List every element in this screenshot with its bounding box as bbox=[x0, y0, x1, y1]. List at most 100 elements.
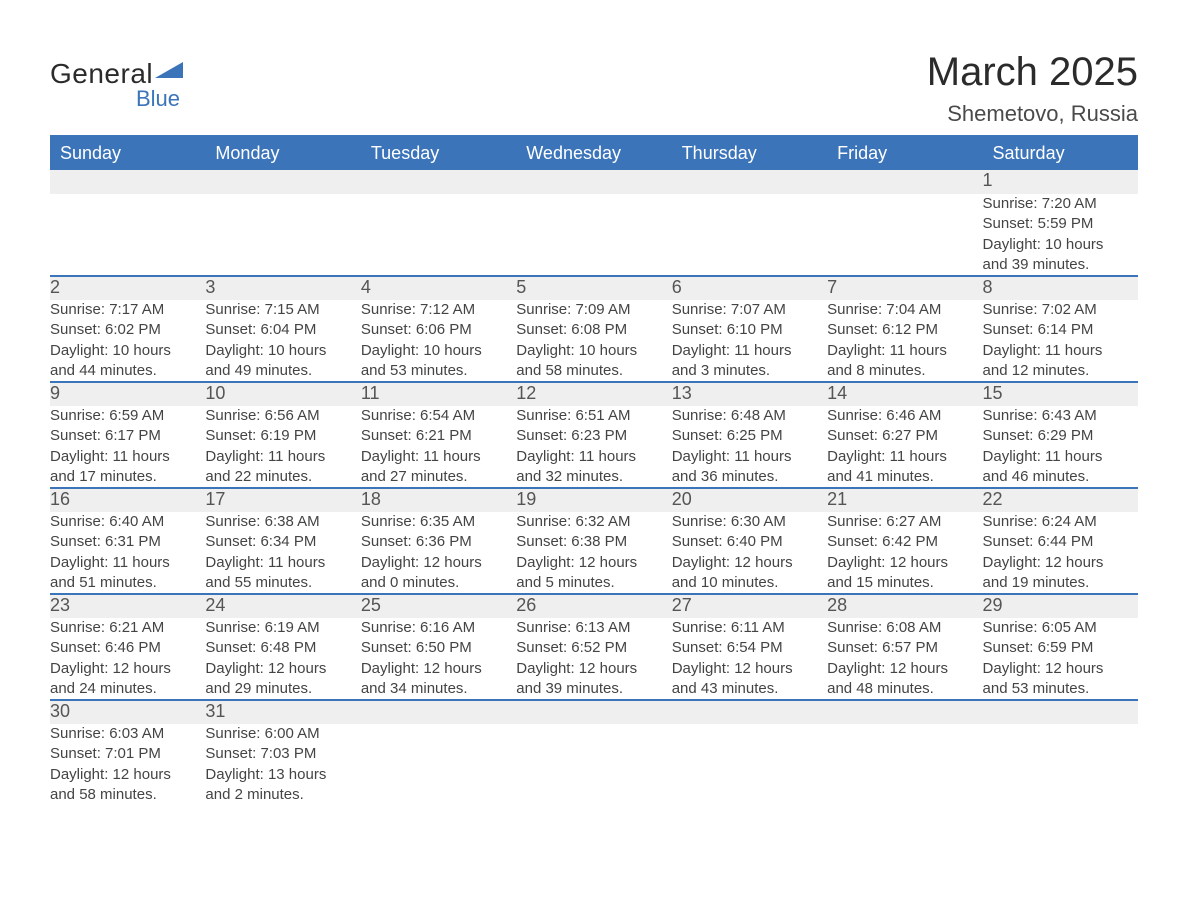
sunrise-text: Sunrise: 6:59 AM bbox=[50, 406, 205, 426]
day-data-cell: Sunrise: 7:07 AMSunset: 6:10 PMDaylight:… bbox=[672, 300, 827, 382]
daylight-text: Daylight: 12 hours bbox=[50, 659, 205, 679]
day-number-cell bbox=[672, 170, 827, 194]
sunset-text: Sunset: 6:23 PM bbox=[516, 426, 671, 446]
day-number: 12 bbox=[516, 383, 536, 403]
weekday-header: Friday bbox=[827, 136, 982, 170]
day-data-cell: Sunrise: 6:08 AMSunset: 6:57 PMDaylight:… bbox=[827, 618, 982, 700]
day-number-cell bbox=[983, 700, 1138, 724]
daylight-text: Daylight: 10 hours bbox=[205, 341, 360, 361]
day-data-cell: Sunrise: 6:03 AMSunset: 7:01 PMDaylight:… bbox=[50, 724, 205, 805]
day-number-cell: 23 bbox=[50, 594, 205, 618]
sunrise-text: Sunrise: 6:35 AM bbox=[361, 512, 516, 532]
sunset-text: Sunset: 6:12 PM bbox=[827, 320, 982, 340]
sunset-text: Sunset: 6:50 PM bbox=[361, 638, 516, 658]
daylight-text: and 10 minutes. bbox=[672, 573, 827, 593]
day-data-cell: Sunrise: 7:17 AMSunset: 6:02 PMDaylight:… bbox=[50, 300, 205, 382]
day-number-cell bbox=[50, 170, 205, 194]
daylight-text: and 43 minutes. bbox=[672, 679, 827, 699]
day-number: 7 bbox=[827, 277, 837, 297]
day-data-cell: Sunrise: 7:02 AMSunset: 6:14 PMDaylight:… bbox=[983, 300, 1138, 382]
sunrise-text: Sunrise: 7:20 AM bbox=[983, 194, 1138, 214]
daynum-row: 3031 bbox=[50, 700, 1138, 724]
daylight-text: and 0 minutes. bbox=[361, 573, 516, 593]
daylight-text: and 2 minutes. bbox=[205, 785, 360, 805]
day-data-cell bbox=[361, 724, 516, 805]
day-number-cell: 6 bbox=[672, 276, 827, 300]
daylight-text: and 55 minutes. bbox=[205, 573, 360, 593]
day-data-cell: Sunrise: 6:54 AMSunset: 6:21 PMDaylight:… bbox=[361, 406, 516, 488]
sunset-text: Sunset: 6:06 PM bbox=[361, 320, 516, 340]
day-data-cell: Sunrise: 6:21 AMSunset: 6:46 PMDaylight:… bbox=[50, 618, 205, 700]
day-number: 2 bbox=[50, 277, 60, 297]
day-number-cell: 19 bbox=[516, 488, 671, 512]
day-number-cell: 27 bbox=[672, 594, 827, 618]
daylight-text: Daylight: 11 hours bbox=[50, 447, 205, 467]
day-data-cell: Sunrise: 6:56 AMSunset: 6:19 PMDaylight:… bbox=[205, 406, 360, 488]
daylight-text: and 15 minutes. bbox=[827, 573, 982, 593]
weekday-header-row: Sunday Monday Tuesday Wednesday Thursday… bbox=[50, 136, 1138, 170]
day-number-cell: 31 bbox=[205, 700, 360, 724]
sunrise-text: Sunrise: 6:40 AM bbox=[50, 512, 205, 532]
day-number: 28 bbox=[827, 595, 847, 615]
daylight-text: and 19 minutes. bbox=[983, 573, 1138, 593]
day-number-cell bbox=[827, 170, 982, 194]
day-data-cell bbox=[361, 194, 516, 276]
day-number: 1 bbox=[983, 170, 993, 190]
sunset-text: Sunset: 6:40 PM bbox=[672, 532, 827, 552]
day-number-cell: 10 bbox=[205, 382, 360, 406]
sunset-text: Sunset: 6:38 PM bbox=[516, 532, 671, 552]
sunrise-text: Sunrise: 6:46 AM bbox=[827, 406, 982, 426]
day-number: 31 bbox=[205, 701, 225, 721]
day-data-cell bbox=[50, 194, 205, 276]
daylight-text: and 36 minutes. bbox=[672, 467, 827, 487]
sunset-text: Sunset: 6:52 PM bbox=[516, 638, 671, 658]
day-data-cell: Sunrise: 6:35 AMSunset: 6:36 PMDaylight:… bbox=[361, 512, 516, 594]
daylight-text: Daylight: 11 hours bbox=[672, 341, 827, 361]
sunset-text: Sunset: 6:04 PM bbox=[205, 320, 360, 340]
day-data-cell: Sunrise: 6:43 AMSunset: 6:29 PMDaylight:… bbox=[983, 406, 1138, 488]
sunrise-text: Sunrise: 7:07 AM bbox=[672, 300, 827, 320]
day-data-cell: Sunrise: 6:13 AMSunset: 6:52 PMDaylight:… bbox=[516, 618, 671, 700]
weekday-header: Wednesday bbox=[516, 136, 671, 170]
day-number-cell: 14 bbox=[827, 382, 982, 406]
daylight-text: Daylight: 12 hours bbox=[361, 659, 516, 679]
day-number: 5 bbox=[516, 277, 526, 297]
day-number-cell: 1 bbox=[983, 170, 1138, 194]
daylight-text: and 24 minutes. bbox=[50, 679, 205, 699]
day-data-cell: Sunrise: 6:48 AMSunset: 6:25 PMDaylight:… bbox=[672, 406, 827, 488]
weekday-header: Thursday bbox=[672, 136, 827, 170]
sunset-text: Sunset: 6:59 PM bbox=[983, 638, 1138, 658]
sunrise-text: Sunrise: 7:09 AM bbox=[516, 300, 671, 320]
day-number: 23 bbox=[50, 595, 70, 615]
sunset-text: Sunset: 6:27 PM bbox=[827, 426, 982, 446]
day-number-cell: 8 bbox=[983, 276, 1138, 300]
day-number-cell: 5 bbox=[516, 276, 671, 300]
daylight-text: Daylight: 12 hours bbox=[827, 659, 982, 679]
daynum-row: 23242526272829 bbox=[50, 594, 1138, 618]
daylight-text: and 12 minutes. bbox=[983, 361, 1138, 381]
daylight-text: Daylight: 12 hours bbox=[983, 553, 1138, 573]
daylight-text: Daylight: 11 hours bbox=[983, 341, 1138, 361]
daylight-text: and 53 minutes. bbox=[361, 361, 516, 381]
sunset-text: Sunset: 6:14 PM bbox=[983, 320, 1138, 340]
sunrise-text: Sunrise: 6:38 AM bbox=[205, 512, 360, 532]
sunset-text: Sunset: 6:34 PM bbox=[205, 532, 360, 552]
day-data-cell bbox=[516, 724, 671, 805]
daylight-text: and 3 minutes. bbox=[672, 361, 827, 381]
daylight-text: and 8 minutes. bbox=[827, 361, 982, 381]
day-data-cell: Sunrise: 6:32 AMSunset: 6:38 PMDaylight:… bbox=[516, 512, 671, 594]
day-number: 14 bbox=[827, 383, 847, 403]
day-number-cell bbox=[827, 700, 982, 724]
daylight-text: Daylight: 12 hours bbox=[50, 765, 205, 785]
day-number-cell bbox=[672, 700, 827, 724]
weekday-header: Monday bbox=[205, 136, 360, 170]
day-data-cell: Sunrise: 6:51 AMSunset: 6:23 PMDaylight:… bbox=[516, 406, 671, 488]
sunset-text: Sunset: 7:01 PM bbox=[50, 744, 205, 764]
day-data-cell: Sunrise: 7:15 AMSunset: 6:04 PMDaylight:… bbox=[205, 300, 360, 382]
daylight-text: Daylight: 11 hours bbox=[50, 553, 205, 573]
daylight-text: Daylight: 11 hours bbox=[827, 447, 982, 467]
day-number: 19 bbox=[516, 489, 536, 509]
title-block: March 2025 Shemetovo, Russia bbox=[927, 50, 1138, 127]
sunset-text: Sunset: 6:29 PM bbox=[983, 426, 1138, 446]
daylight-text: Daylight: 12 hours bbox=[205, 659, 360, 679]
